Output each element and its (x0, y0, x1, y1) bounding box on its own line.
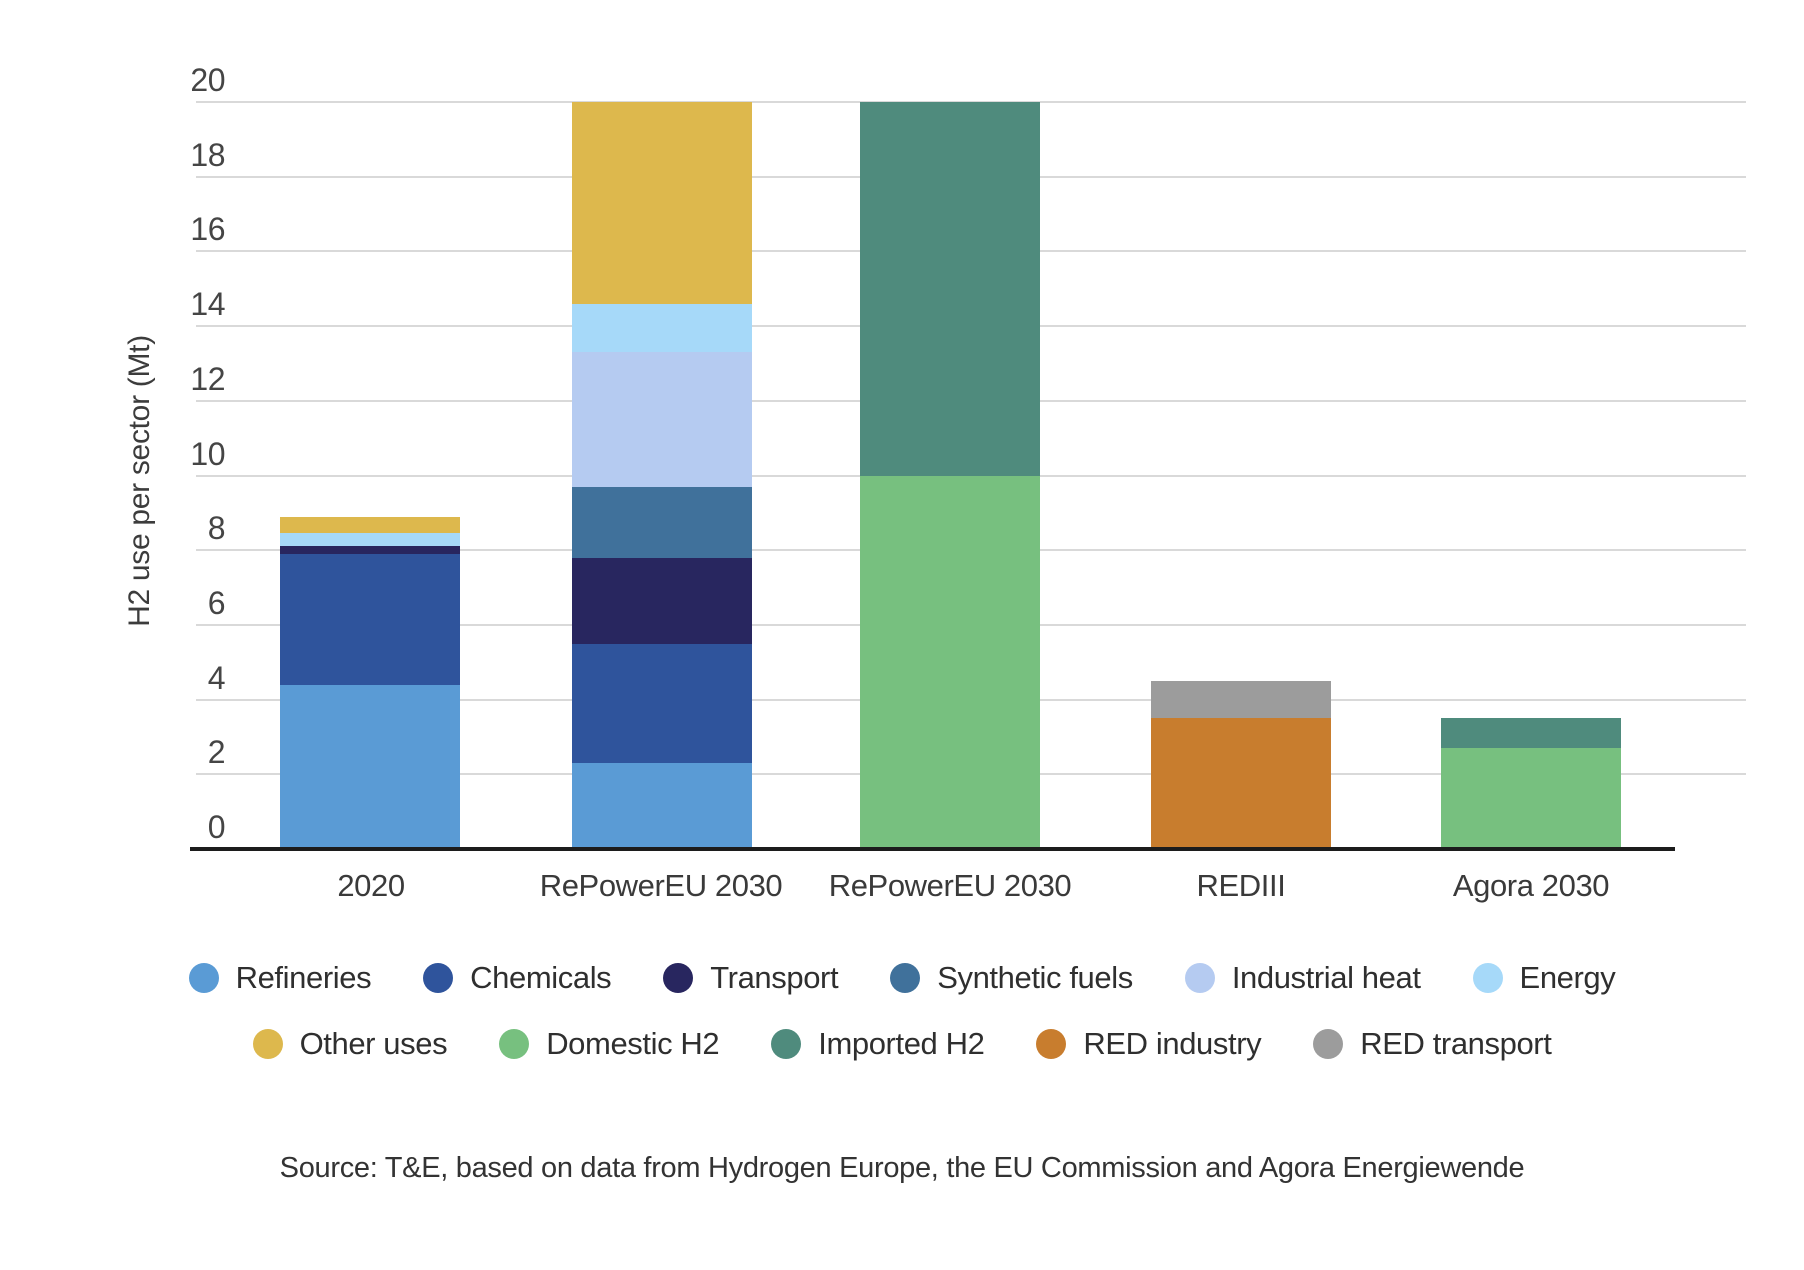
bar-segment-industrial-heat (572, 352, 752, 487)
y-axis-title: H2 use per sector (Mt) (123, 335, 156, 627)
y-tick-label-12: 12 (190, 360, 225, 397)
bar-segment-refineries (280, 684, 460, 849)
legend-row-1: Refineries Chemicals Transport Synthetic fu… (0, 960, 1804, 996)
legend-label-energy: Energy (1519, 960, 1616, 995)
legend-label-imported-h2: Imported H2 (818, 1026, 985, 1061)
x-category-label-agora-2030-4: Agora 2030 (1452, 868, 1610, 903)
y-tick-label-20: 20 (190, 62, 225, 98)
y-tick-label-16: 16 (190, 211, 225, 248)
legend: Refineries Chemicals Transport Synthetic fu… (0, 960, 1804, 1062)
legend-item-energy: Energy (1472, 960, 1616, 996)
legend-label-transport: Transport (710, 960, 839, 995)
bar-segment-transport (572, 557, 752, 644)
x-category-label-rediii-3: REDIII (1196, 868, 1286, 903)
y-tick-label-8: 8 (207, 510, 226, 547)
legend-dot-icon-chemicals (423, 963, 454, 993)
legend-label-chemicals: Chemicals (470, 960, 612, 995)
legend-label-synthetic-fuels: Synthetic fuels (937, 960, 1133, 995)
x-category-label-repowereu-2030-2: RePowerEU 2030 (828, 868, 1072, 903)
x-category-label-2020-0: 2020 (337, 868, 405, 903)
legend-item-chemicals: Chemicals (423, 960, 612, 996)
legend-item-red-transport: RED transport (1313, 1026, 1552, 1062)
legend-dot-icon-red-transport (1313, 1029, 1344, 1059)
legend-label-domestic-h2: Domestic H2 (546, 1026, 720, 1061)
bar-2020-0 (280, 516, 460, 849)
legend-label-industrial-heat: Industrial heat (1231, 960, 1421, 995)
legend-dot-icon-red-industry (1036, 1029, 1067, 1059)
legend-label-red-transport: RED transport (1360, 1026, 1552, 1061)
bar-segment-chemicals (572, 643, 752, 764)
legend-dot-icon-synthetic-fuels (890, 963, 921, 993)
bar-repowereu-2030-2 (860, 102, 1040, 849)
x-axis-line (190, 847, 1675, 851)
legend-item-other-uses: Other uses (252, 1026, 448, 1062)
legend-dot-icon-energy (1472, 963, 1503, 993)
legend-item-industrial-heat: Industrial heat (1184, 960, 1421, 996)
y-tick-label-18: 18 (190, 136, 225, 173)
bar-agora-2030-4 (1441, 718, 1621, 849)
y-tick-label-2: 2 (207, 734, 226, 771)
legend-item-imported-h2: Imported H2 (771, 1026, 985, 1062)
y-tick-label-4: 4 (207, 659, 226, 696)
bar-segment-other-uses (280, 516, 460, 534)
bar-segment-domestic-h2 (860, 475, 1040, 849)
legend-dot-icon-imported-h2 (771, 1029, 802, 1059)
bar-segment-red-transport (1151, 680, 1331, 719)
legend-item-domestic-h2: Domestic H2 (499, 1026, 720, 1062)
bar-segment-energy (572, 303, 752, 353)
bar-segment-imported-h2 (860, 102, 1040, 476)
bar-segment-red-industry (1151, 718, 1331, 849)
bar-rediii-3 (1151, 680, 1331, 849)
y-tick-label-10: 10 (190, 435, 225, 472)
bar-segment-refineries (572, 763, 752, 849)
bar-segment-transport (280, 546, 460, 554)
source-attribution: Source: T&E, based on data from Hydrogen… (279, 1152, 1525, 1184)
legend-dot-icon-domestic-h2 (499, 1029, 530, 1059)
bar-segment-imported-h2 (1441, 718, 1621, 749)
legend-row-2: Other uses Domestic H2 Imported H2 RED indu… (0, 1026, 1804, 1062)
legend-item-refineries: Refineries (188, 960, 372, 996)
legend-dot-icon-industrial-heat (1184, 963, 1215, 993)
bar-segment-other-uses (572, 102, 752, 304)
bar-segment-chemicals (280, 553, 460, 685)
legend-dot-icon-refineries (188, 963, 219, 993)
legend-label-red-industry: RED industry (1083, 1026, 1262, 1061)
bar-segment-energy (280, 533, 460, 547)
bar-segment-synthetic-fuels (572, 486, 752, 558)
legend-item-red-industry: RED industry (1036, 1026, 1262, 1062)
legend-item-synthetic-fuels: Synthetic fuels (890, 960, 1133, 996)
legend-dot-icon-transport (663, 963, 694, 993)
y-tick-label-6: 6 (207, 584, 226, 621)
legend-label-other-uses: Other uses (299, 1026, 448, 1061)
legend-dot-icon-other-uses (252, 1029, 283, 1059)
bar-repowereu-2030-1 (572, 102, 752, 849)
y-tick-label-14: 14 (190, 286, 225, 323)
x-category-label-repowereu-2030-1: RePowerEU 2030 (539, 868, 783, 903)
plot-area (196, 101, 1746, 849)
y-tick-label-0: 0 (207, 809, 226, 845)
bar-segment-domestic-h2 (1441, 748, 1621, 849)
legend-item-transport: Transport (663, 960, 839, 996)
legend-label-refineries: Refineries (235, 960, 372, 995)
